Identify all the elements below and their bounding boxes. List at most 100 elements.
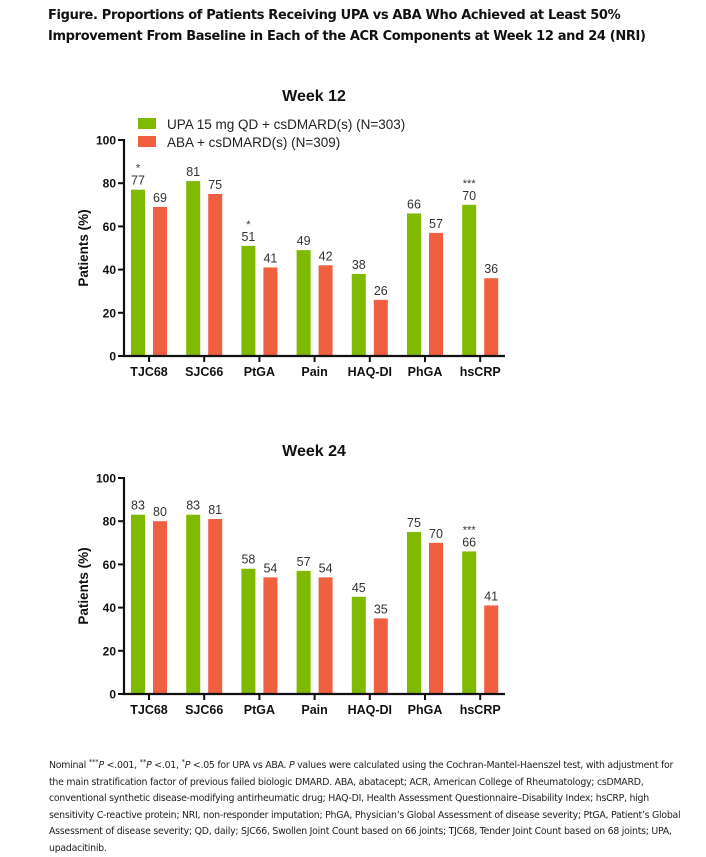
footnote-text: <.01, xyxy=(151,760,182,772)
bar-upa-ptga xyxy=(241,568,256,694)
bar-aba-tjc68 xyxy=(153,521,167,694)
data-label: 54 xyxy=(263,561,277,575)
data-label: 41 xyxy=(263,251,277,265)
chart-title: Week 12 xyxy=(282,88,346,105)
data-label: 45 xyxy=(352,581,366,595)
y-tick-label: 100 xyxy=(96,472,116,486)
bar-upa-hscrp xyxy=(462,551,477,694)
y-tick-label: 40 xyxy=(103,263,117,277)
bar-aba-haq-di xyxy=(373,618,388,694)
data-label: 69 xyxy=(153,191,167,205)
x-tick-label: SJC66 xyxy=(185,365,223,379)
y-axis-label: Patients (%) xyxy=(76,209,91,286)
bar-upa-tjc68 xyxy=(131,189,145,356)
bar-upa-haq-di xyxy=(351,273,366,356)
y-axis-label: Patients (%) xyxy=(76,547,91,624)
bar-upa-phga xyxy=(407,532,421,694)
significance-marker: * xyxy=(246,219,251,231)
data-label: 54 xyxy=(319,561,333,575)
sig-marker: ** xyxy=(139,758,147,766)
data-label: 35 xyxy=(374,602,388,616)
y-tick-label: 60 xyxy=(103,220,117,234)
x-tick-label: Pain xyxy=(301,703,327,717)
data-label: 66 xyxy=(462,535,476,549)
x-tick-label: hsCRP xyxy=(460,703,501,717)
data-label: 41 xyxy=(484,589,498,603)
bar-upa-haq-di xyxy=(351,596,366,694)
bar-aba-phga xyxy=(429,542,443,694)
bar-aba-tjc68 xyxy=(153,206,167,356)
footnote-text: <.05 for UPA vs ABA. xyxy=(190,760,289,772)
data-label: 70 xyxy=(429,527,443,541)
bar-aba-sjc66 xyxy=(208,194,223,356)
bar-upa-hscrp xyxy=(462,204,477,356)
p-symbol: P xyxy=(184,760,191,772)
bar-aba-phga xyxy=(429,232,443,356)
sig-marker: * xyxy=(181,758,185,766)
bar-aba-hscrp xyxy=(484,278,499,356)
bar-aba-sjc66 xyxy=(208,519,223,694)
significance-marker: *** xyxy=(463,178,477,190)
y-tick-label: 80 xyxy=(103,515,117,529)
bar-upa-pain xyxy=(296,250,311,356)
significance-marker: *** xyxy=(463,524,477,536)
y-tick-label: 60 xyxy=(103,558,117,572)
legend: UPA 15 mg QD + csDMARD(s) (N=303) ABA + … xyxy=(138,117,405,150)
x-tick-label: HAQ-DI xyxy=(348,703,392,717)
y-tick-label: 0 xyxy=(109,688,116,702)
footnote-text: Nominal xyxy=(49,760,89,772)
x-tick-label: PhGA xyxy=(408,703,443,717)
data-label: 83 xyxy=(131,499,145,513)
x-tick-label: PtGA xyxy=(244,365,275,379)
data-label: 42 xyxy=(319,249,333,263)
x-tick-label: PhGA xyxy=(408,365,443,379)
sig-marker: *** xyxy=(88,758,99,766)
data-label: 70 xyxy=(462,189,476,203)
data-label: 57 xyxy=(429,217,443,231)
bar-aba-haq-di xyxy=(373,299,388,356)
data-label: 80 xyxy=(153,505,167,519)
bar-aba-pain xyxy=(318,265,333,356)
footnote: Nominal ***P <.001, **P <.01, *P <.05 fo… xyxy=(49,754,689,857)
data-label: 66 xyxy=(407,197,421,211)
footnote-text: values were calculated using the Cochran… xyxy=(49,760,681,854)
x-tick-label: PtGA xyxy=(244,703,275,717)
data-label: 26 xyxy=(374,284,388,298)
legend-label-upa: UPA 15 mg QD + csDMARD(s) (N=303) xyxy=(167,117,405,132)
legend-swatch-aba xyxy=(138,136,156,147)
footnote-text: <.001, xyxy=(103,760,140,772)
p-symbol: P xyxy=(289,760,295,772)
x-tick-label: SJC66 xyxy=(185,703,223,717)
data-label: 81 xyxy=(186,165,200,179)
legend-swatch-upa xyxy=(138,118,156,129)
bar-aba-ptga xyxy=(263,577,278,694)
data-label: 75 xyxy=(407,516,421,530)
data-label: 49 xyxy=(297,234,311,248)
week12-chart: Week 12 UPA 15 mg QD + csDMARD(s) (N=303… xyxy=(76,88,505,379)
p-symbol: P xyxy=(98,760,105,772)
data-label: 57 xyxy=(297,555,311,569)
y-tick-label: 80 xyxy=(103,177,117,191)
bar-upa-sjc66 xyxy=(186,181,201,356)
data-label: 81 xyxy=(208,503,222,517)
bar-aba-hscrp xyxy=(484,605,499,694)
bar-upa-phga xyxy=(407,213,421,356)
bar-aba-pain xyxy=(318,577,333,694)
data-label: 36 xyxy=(484,262,498,276)
data-label: 77 xyxy=(131,174,145,188)
x-tick-label: TJC68 xyxy=(130,365,168,379)
data-label: 75 xyxy=(208,178,222,192)
chart-title: Week 24 xyxy=(282,443,346,460)
p-symbol: P xyxy=(146,760,152,772)
plot-area: 83 80 TJC68 83 81 SJC66 58 54 PtGA 57 54 Pain 45 35 HA… xyxy=(96,472,505,717)
x-tick-label: hsCRP xyxy=(460,365,501,379)
week24-chart: Week 24 Patients (%) 83 80 TJC68 83 81 SJC66 5… xyxy=(76,443,505,717)
y-tick-label: 20 xyxy=(103,644,117,658)
data-label: 51 xyxy=(241,230,255,244)
x-tick-label: HAQ-DI xyxy=(348,365,392,379)
plot-area: 77*69TJC688175SJC6651*41PtGA4942Pain3826… xyxy=(96,134,505,379)
bar-upa-ptga xyxy=(241,245,256,356)
legend-label-aba: ABA + csDMARD(s) (N=309) xyxy=(167,135,340,150)
bar-upa-sjc66 xyxy=(186,514,201,694)
